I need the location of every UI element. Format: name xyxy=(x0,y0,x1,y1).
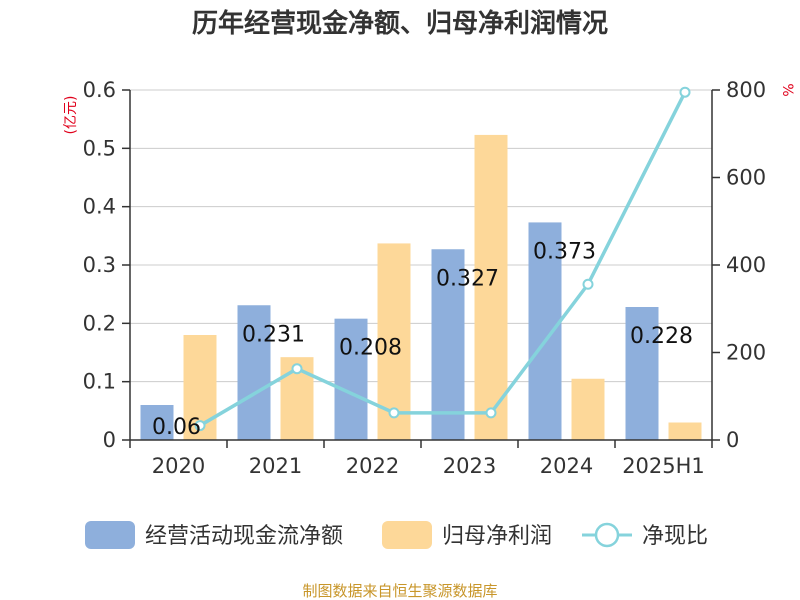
left-axis-tick-label: 0.1 xyxy=(83,370,116,394)
data-label: 0.327 xyxy=(436,266,499,291)
line-series xyxy=(194,86,691,432)
right-axis-tick-label: 0 xyxy=(726,428,739,452)
left-axis-tick-label: 0.3 xyxy=(83,253,116,277)
x-axis-tick-label: 2020 xyxy=(152,454,205,478)
line-point xyxy=(582,278,594,290)
chart-title: 历年经营现金净额、归母净利润情况 xyxy=(192,8,608,39)
bar xyxy=(334,318,368,440)
x-axis-tick-label: 2021 xyxy=(249,454,302,478)
legend-label: 归母净利润 xyxy=(442,524,552,549)
data-label: 0.231 xyxy=(242,322,305,347)
left-axis-tick-label: 0.5 xyxy=(83,136,116,160)
left-axis-unit: (亿元) xyxy=(63,96,79,135)
line-point xyxy=(485,407,497,419)
bar xyxy=(474,134,508,440)
data-label: 0.06 xyxy=(152,415,201,440)
data-label: 0.228 xyxy=(630,324,693,349)
legend-label: 净现比 xyxy=(642,524,708,549)
bar xyxy=(237,305,271,440)
legend: 经营活动现金流净额 归母净利润 净现比 xyxy=(85,521,708,549)
bar xyxy=(140,405,174,440)
left-axis-tick-label: 0.6 xyxy=(83,78,116,102)
right-axis-tick-label: 400 xyxy=(726,253,766,277)
line-point xyxy=(194,420,206,432)
bar xyxy=(668,422,702,440)
bars xyxy=(140,134,702,440)
right-axis-tick-label: 600 xyxy=(726,166,766,190)
source-note: 制图数据来自恒生聚源数据库 xyxy=(302,582,497,600)
x-axis-tick-label: 2023 xyxy=(443,454,496,478)
data-label: 0.208 xyxy=(339,336,402,361)
left-axis-tick-label: 0.4 xyxy=(83,195,116,219)
legend-swatch xyxy=(85,521,135,549)
grid xyxy=(130,89,712,383)
line-point xyxy=(291,363,303,375)
bar xyxy=(625,307,659,440)
x-axis-tick-label: 2022 xyxy=(346,454,399,478)
right-axis-unit: % xyxy=(779,83,795,96)
line-point xyxy=(679,86,691,98)
right-axis-tick-label: 200 xyxy=(726,341,766,365)
axes: 0 0.1 0.2 0.3 0.4 0.5 0.6 0 200 400 600 800 2020 2021… xyxy=(83,78,767,478)
data-labels: 0.06 0.231 0.208 0.327 0.373 0.228 xyxy=(152,239,693,440)
x-axis-tick-label: 2025H1 xyxy=(622,454,705,478)
left-axis-tick-label: 0 xyxy=(103,428,116,452)
line-path xyxy=(199,91,687,428)
legend-marker xyxy=(594,522,620,548)
bar xyxy=(528,222,562,440)
data-label: 0.373 xyxy=(533,239,596,264)
right-axis-tick-label: 800 xyxy=(726,78,766,102)
bar xyxy=(431,249,465,440)
legend-swatch xyxy=(382,521,432,549)
x-axis-tick-label: 2024 xyxy=(540,454,593,478)
left-axis-tick-label: 0.2 xyxy=(83,311,116,335)
bar xyxy=(571,378,605,440)
line-point xyxy=(388,407,400,419)
legend-label: 经营活动现金流净额 xyxy=(145,524,343,549)
